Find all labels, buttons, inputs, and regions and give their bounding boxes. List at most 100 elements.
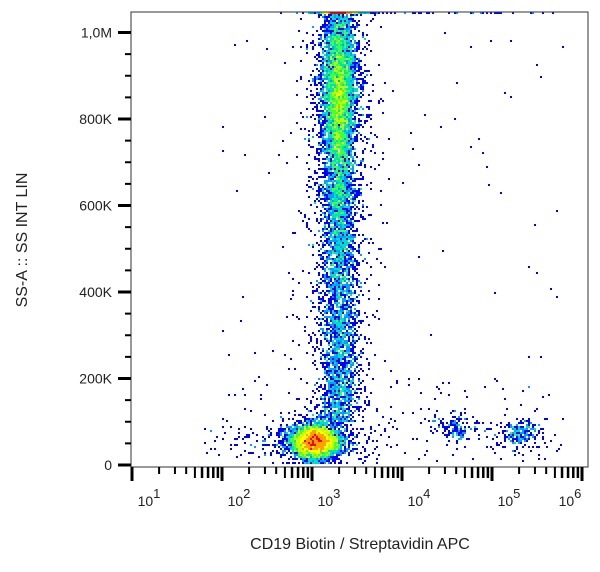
event-point	[326, 204, 328, 206]
event-point	[326, 12, 328, 14]
event-point	[336, 72, 338, 74]
event-point	[320, 132, 322, 134]
event-point	[324, 392, 326, 394]
event-point	[360, 368, 362, 370]
event-point	[334, 378, 336, 380]
event-point	[316, 266, 318, 268]
event-point	[518, 436, 520, 438]
event-point	[352, 254, 354, 256]
event-point	[340, 292, 342, 294]
event-point	[330, 446, 332, 448]
event-point	[316, 182, 318, 184]
event-point	[342, 80, 344, 82]
event-point	[312, 424, 314, 426]
event-point	[350, 434, 352, 436]
event-point	[358, 70, 360, 72]
event-point	[330, 346, 332, 348]
event-point	[336, 236, 338, 238]
event-point	[334, 394, 336, 396]
event-point	[344, 118, 346, 120]
event-point	[338, 122, 340, 124]
event-point	[358, 320, 360, 322]
event-point	[308, 422, 310, 424]
event-point	[362, 240, 364, 242]
event-point	[280, 442, 282, 444]
event-point	[328, 290, 330, 292]
event-point	[276, 450, 278, 452]
event-point	[332, 114, 334, 116]
event-point	[334, 116, 336, 118]
event-point	[562, 46, 564, 48]
event-point	[464, 418, 466, 420]
event-point	[334, 382, 336, 384]
event-point	[388, 178, 390, 180]
event-point	[348, 22, 350, 24]
event-point	[320, 362, 322, 364]
event-point	[344, 362, 346, 364]
event-point	[292, 424, 294, 426]
event-point	[340, 296, 342, 298]
event-point	[346, 412, 348, 414]
event-point	[494, 452, 496, 454]
event-point	[316, 368, 318, 370]
event-point	[342, 332, 344, 334]
event-point	[336, 82, 338, 84]
event-point	[324, 96, 326, 98]
event-point	[346, 236, 348, 238]
y-tick-label: 600K	[79, 198, 112, 214]
event-point	[330, 376, 332, 378]
event-point	[350, 410, 352, 412]
event-point	[328, 126, 330, 128]
event-point	[456, 442, 458, 444]
event-point	[310, 90, 312, 92]
event-point	[334, 86, 336, 88]
event-point	[330, 128, 332, 130]
event-point	[370, 188, 372, 190]
event-point	[458, 424, 460, 426]
event-point	[466, 396, 468, 398]
event-point	[352, 68, 354, 70]
event-point	[338, 176, 340, 178]
event-point	[344, 438, 346, 440]
event-point	[346, 176, 348, 178]
event-point	[324, 264, 326, 266]
event-point	[324, 112, 326, 114]
event-point	[338, 18, 340, 20]
event-point	[452, 436, 454, 438]
event-point	[314, 408, 316, 410]
event-point	[230, 444, 232, 446]
event-point	[322, 420, 324, 422]
event-point	[324, 22, 326, 24]
event-point	[354, 100, 356, 102]
event-point	[344, 46, 346, 48]
event-point	[358, 124, 360, 126]
event-point	[346, 26, 348, 28]
event-point	[322, 162, 324, 164]
event-point	[352, 218, 354, 220]
event-point	[348, 78, 350, 80]
event-point	[352, 196, 354, 198]
event-point	[350, 244, 352, 246]
event-point	[352, 50, 354, 52]
event-point	[334, 448, 336, 450]
event-point	[322, 70, 324, 72]
event-point	[318, 422, 320, 424]
event-point	[344, 86, 346, 88]
event-point	[284, 440, 286, 442]
event-point	[326, 104, 328, 106]
event-point	[358, 42, 360, 44]
event-point	[350, 68, 352, 70]
event-point	[512, 450, 514, 452]
event-point	[328, 252, 330, 254]
event-point	[316, 108, 318, 110]
event-point	[354, 68, 356, 70]
event-point	[324, 234, 326, 236]
event-point	[438, 424, 440, 426]
event-point	[344, 164, 346, 166]
event-point	[364, 218, 366, 220]
event-point	[326, 62, 328, 64]
event-point	[350, 116, 352, 118]
event-point	[332, 142, 334, 144]
event-point	[296, 438, 298, 440]
event-point	[334, 92, 336, 94]
